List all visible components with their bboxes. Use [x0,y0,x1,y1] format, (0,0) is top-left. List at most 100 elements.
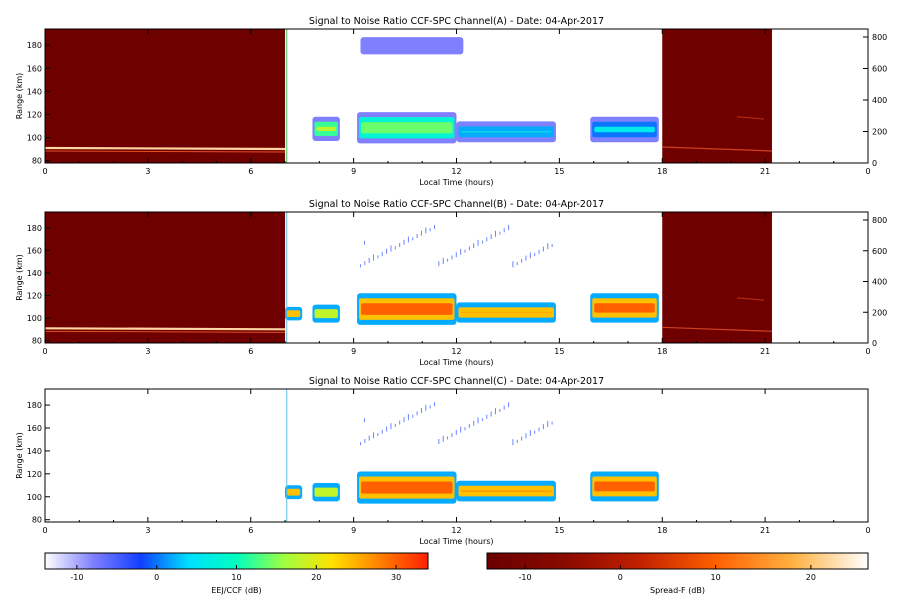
x-tick-label: 12 [451,167,461,176]
eej-echo-mid [287,310,301,318]
x-tick-label: 0 [865,526,870,535]
colorbar-tick-label: 0 [154,573,159,582]
panel-title: Signal to Noise Ratio CCF-SPC Channel(A)… [309,16,604,27]
x-tick-label: 15 [554,526,564,535]
x-tick-label: 6 [248,167,253,176]
spread-f-trace [44,146,286,151]
y2-tick-label: 0 [872,339,877,348]
x-tick-label: 0 [865,347,870,356]
y2-tick-label: 600 [872,65,887,74]
spread-f-trace [44,150,286,153]
eej-echo-core [594,481,655,492]
y-axis-label: Range (km) [15,432,24,479]
y-tick-label: 80 [32,516,42,525]
plot-background [45,389,868,522]
x-tick-label: 21 [760,526,770,535]
colorbar-label: Spread-F (dB) [650,586,705,595]
y-tick-label: 100 [27,134,42,143]
x-tick-label: 21 [760,347,770,356]
x-tick-label: 18 [657,526,667,535]
x-tick-label: 6 [248,526,253,535]
colorbar-eej: -10 0 10 20 30 EEJ/CCF (dB) [44,552,429,595]
colorbar-label: EEJ/CCF (dB) [211,586,261,595]
y2-tick-label: 200 [872,128,887,137]
colorbar-tick-label: 30 [391,573,401,582]
eej-echo-core [460,490,552,492]
y-tick-label: 80 [32,337,42,346]
eej-echo-core [361,481,453,494]
colorbar-spread-f: -10 0 10 20 Spread-F (dB) [486,552,869,595]
y2-tick-label: 800 [872,33,887,42]
panel-title: Signal to Noise Ratio CCF-SPC Channel(B)… [309,199,604,210]
spread-f-trace [736,116,765,120]
y-tick-label: 140 [27,87,42,96]
eej-echo-mid [314,487,338,497]
spread-f-block [45,29,286,163]
y2-tick-label: 400 [872,278,887,287]
panel-b: 0 3 6 9 12 15 18 21 0801001201401601800200400600… [15,199,887,367]
y2-tick-label: 400 [872,96,887,105]
x-tick-label: 12 [451,526,461,535]
x-tick-label: 12 [451,347,461,356]
x-tick-label: 0 [42,167,47,176]
x-tick-label: 21 [760,167,770,176]
x-tick-label: 6 [248,347,253,356]
y-tick-label: 100 [27,493,42,502]
colorbar-tick-label: 10 [711,573,721,582]
spread-f-block [662,212,772,343]
y-tick-label: 120 [27,470,42,479]
colorbar-tick-label: -10 [519,573,532,582]
spread-f-block [662,29,772,163]
y-tick-label: 120 [27,110,42,119]
x-axis-label: Local Time (hours) [419,537,493,546]
y-tick-label: 180 [27,41,42,50]
x-tick-label: 15 [554,347,564,356]
y-tick-label: 160 [27,246,42,255]
eej-echo-mid [362,41,462,51]
y-axis-label: Range (km) [15,254,24,301]
spread-f-trace [44,330,286,333]
x-tick-label: 0 [42,526,47,535]
x-tick-label: 3 [145,167,150,176]
y-tick-label: 140 [27,269,42,278]
colorbar-tick-label: 20 [311,573,321,582]
x-tick-label: 18 [657,167,667,176]
y2-tick-label: 0 [872,159,877,168]
y2-tick-label: 600 [872,247,887,256]
panel-title: Signal to Noise Ratio CCF-SPC Channel(C)… [309,376,604,387]
eej-echo-core [361,122,453,134]
eej-echo-core [594,126,655,133]
colorbar-tick-label: 0 [618,573,623,582]
spread-f-trace [662,146,773,152]
x-tick-label: 3 [145,526,150,535]
x-tick-label: 9 [351,167,356,176]
x-tick-label: 3 [145,347,150,356]
spread-f-trace [44,327,286,331]
colorbar-tick-label: 10 [231,573,241,582]
y2-tick-label: 800 [872,216,887,225]
spread-f-block [45,212,286,343]
x-tick-label: 15 [554,167,564,176]
eej-echo-mid [314,309,338,319]
y-tick-label: 140 [27,447,42,456]
x-tick-label: 9 [351,347,356,356]
y-axis-label: Range (km) [15,73,24,120]
x-tick-label: 0 [865,167,870,176]
x-axis-label: Local Time (hours) [419,358,493,367]
y-tick-label: 100 [27,314,42,323]
spread-f-trace [736,297,765,301]
y-tick-label: 80 [32,157,42,166]
eej-echo-core [316,126,336,132]
y-tick-label: 160 [27,424,42,433]
x-axis-label: Local Time (hours) [419,178,493,187]
y-tick-label: 120 [27,292,42,301]
eej-echo-core [361,303,453,315]
x-tick-label: 18 [657,347,667,356]
colorbar-gradient [486,552,869,570]
colorbar-tick-label: -10 [70,573,83,582]
colorbar-tick-label: 20 [806,573,816,582]
y-tick-label: 180 [27,401,42,410]
y-tick-label: 180 [27,224,42,233]
y-tick-label: 160 [27,64,42,73]
